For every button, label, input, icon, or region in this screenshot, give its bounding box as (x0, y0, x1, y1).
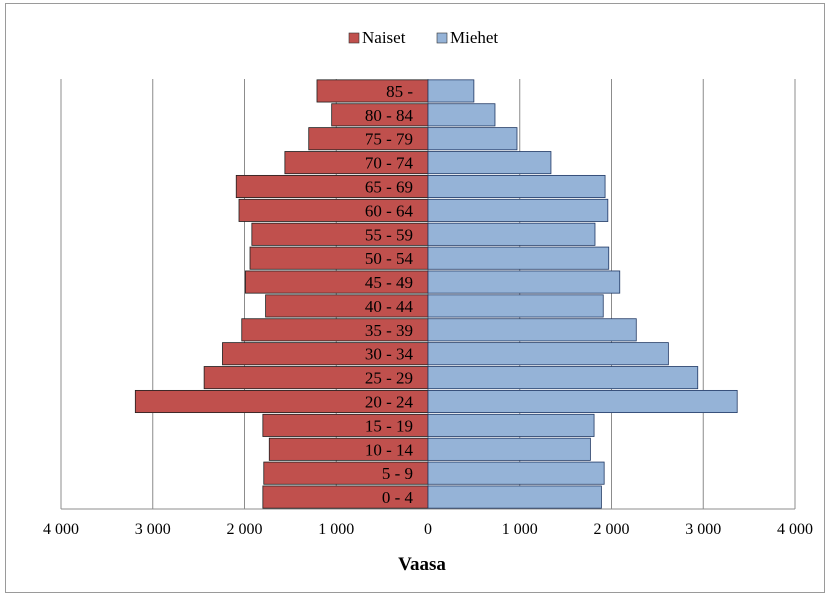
category-label: 55 - 59 (365, 225, 413, 244)
population-pyramid-chart: 0 - 4 5 - 9 10 - 14 15 - 19 20 - 24 25 - 29 30… (43, 28, 813, 575)
legend-label-miehet: Miehet (450, 28, 498, 47)
category-label: 50 - 54 (365, 249, 414, 268)
bar-miehet-70-74 (427, 151, 552, 175)
bar-miehet-60-64 (427, 198, 609, 222)
category-label: 25 - 29 (365, 369, 413, 388)
bar-miehet-25-29 (427, 366, 699, 390)
bar-miehet-85- (427, 79, 475, 103)
bar-miehet-5-9 (427, 461, 605, 485)
bar-miehet-15-19 (427, 413, 595, 437)
bar-miehet-80-84 (427, 103, 496, 127)
bar-miehet-75-79 (427, 127, 518, 151)
category-label: 70 - 74 (365, 154, 414, 173)
naiset-bars (134, 79, 429, 509)
x-axis-title: Vaasa (398, 554, 446, 575)
category-labels: 0 - 4 5 - 9 10 - 14 15 - 19 20 - 24 25 - 29 30… (365, 82, 414, 507)
legend-swatch-naiset (348, 32, 360, 44)
category-label: 0 - 4 (382, 488, 414, 507)
category-label: 30 - 34 (365, 345, 414, 364)
bar-miehet-50-54 (427, 246, 610, 270)
category-label: 40 - 44 (365, 297, 414, 316)
category-label: 75 - 79 (365, 130, 413, 149)
category-label: 10 - 14 (365, 440, 414, 459)
category-label: 5 - 9 (382, 464, 413, 483)
bar-miehet-0-4 (427, 485, 602, 509)
category-label: 45 - 49 (365, 273, 413, 292)
category-label: 60 - 64 (365, 201, 414, 220)
category-label: 15 - 19 (365, 416, 413, 435)
legend-swatch-miehet (436, 32, 448, 44)
x-tick-label: 1 000 (318, 521, 354, 538)
bar-miehet-35-39 (427, 318, 637, 342)
bar-miehet-30-34 (427, 342, 669, 366)
bar-miehet-55-59 (427, 222, 596, 246)
legend: Naiset Miehet (348, 28, 498, 47)
chart-frame: 0 - 4 5 - 9 10 - 14 15 - 19 20 - 24 25 - 29 30… (5, 3, 825, 593)
bar-miehet-65-69 (427, 174, 606, 199)
category-label: 65 - 69 (365, 178, 413, 197)
bar-miehet-20-24 (427, 389, 738, 414)
x-tick-label: 0 (424, 521, 432, 538)
x-tick-label: 4 000 (777, 521, 813, 538)
miehet-bars (427, 79, 738, 509)
category-label: 85 - (386, 82, 413, 101)
bar-miehet-40-44 (427, 294, 604, 318)
legend-label-naiset: Naiset (362, 28, 406, 47)
category-label: 20 - 24 (365, 393, 414, 412)
category-label: 80 - 84 (365, 106, 414, 125)
x-tick-label: 1 000 (502, 521, 538, 538)
category-label: 35 - 39 (365, 321, 413, 340)
x-tick-label: 3 000 (685, 521, 721, 538)
x-tick-label: 2 000 (594, 521, 630, 538)
x-tick-labels: 4 000 3 000 2 000 1 000 0 1 000 2 000 3 000 4 00… (43, 521, 813, 538)
bar-miehet-45-49 (427, 270, 621, 294)
x-tick-label: 2 000 (227, 521, 263, 538)
gridlines (60, 79, 796, 510)
x-tick-label: 4 000 (43, 521, 79, 538)
bar-miehet-10-14 (427, 437, 591, 461)
x-tick-label: 3 000 (135, 521, 171, 538)
